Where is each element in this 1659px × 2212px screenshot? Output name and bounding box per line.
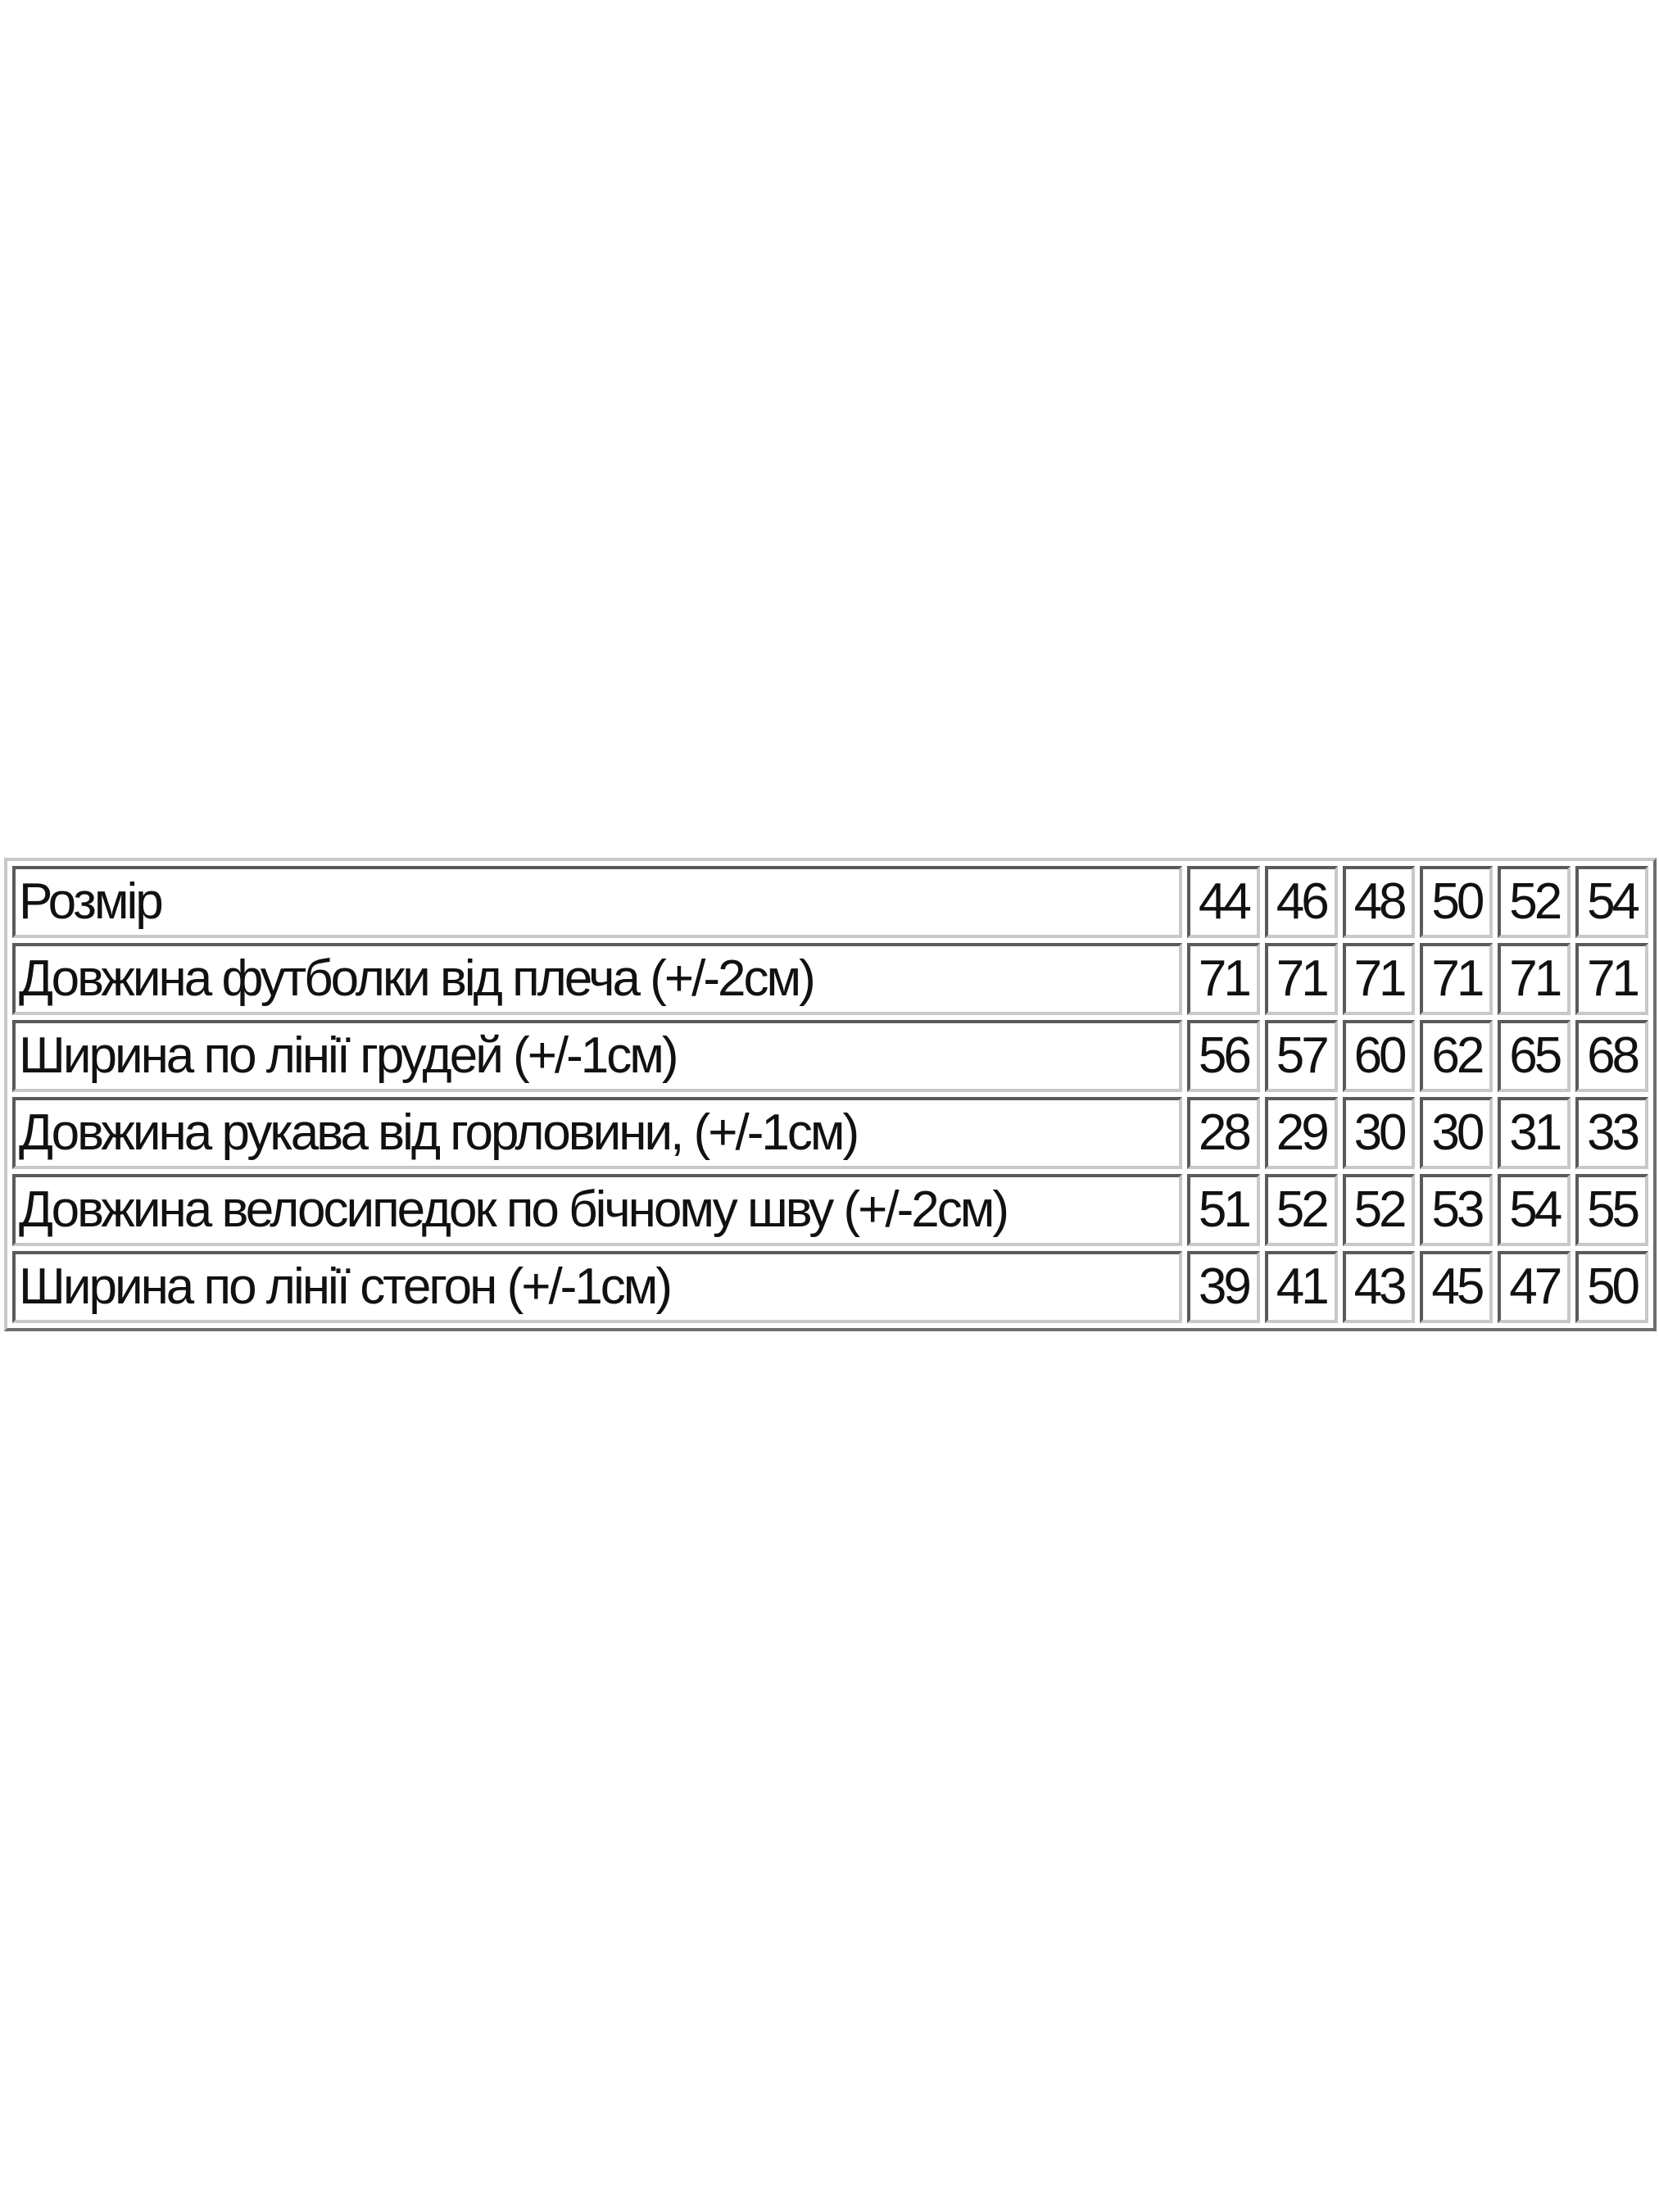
table-row: Ширина по лінії стегон (+/-1см) 39 41 43 45 4…	[12, 1251, 1648, 1323]
cell-value: 71	[1575, 943, 1648, 1015]
cell-value: 52	[1264, 1174, 1338, 1246]
cell-value: 56	[1187, 1020, 1260, 1092]
row-label: Ширина по лінії стегон (+/-1см)	[12, 1251, 1182, 1323]
row-label: Розмір	[12, 866, 1182, 938]
cell-value: 44	[1187, 866, 1260, 938]
cell-value: 60	[1342, 1020, 1416, 1092]
cell-value: 55	[1575, 1174, 1648, 1246]
cell-value: 50	[1420, 866, 1494, 938]
cell-value: 50	[1575, 1251, 1648, 1323]
cell-value: 39	[1187, 1251, 1260, 1323]
cell-value: 54	[1498, 1174, 1571, 1246]
cell-value: 46	[1264, 866, 1338, 938]
cell-value: 51	[1187, 1174, 1260, 1246]
cell-value: 71	[1420, 943, 1494, 1015]
cell-value: 62	[1420, 1020, 1494, 1092]
cell-value: 54	[1575, 866, 1648, 938]
row-label: Довжина рукава від горловини, (+/-1см)	[12, 1097, 1182, 1169]
table-row: Довжина рукава від горловини, (+/-1см) 28…	[12, 1097, 1648, 1169]
cell-value: 28	[1187, 1097, 1260, 1169]
table-row: Довжина футболки від плеча (+/-2см) 71 71 7…	[12, 943, 1648, 1015]
cell-value: 52	[1342, 1174, 1416, 1246]
cell-value: 29	[1264, 1097, 1338, 1169]
cell-value: 57	[1264, 1020, 1338, 1092]
cell-value: 30	[1420, 1097, 1494, 1169]
cell-value: 43	[1342, 1251, 1416, 1323]
cell-value: 71	[1264, 943, 1338, 1015]
size-table: Розмір 44 46 48 50 52 54 Довжина футболки від п…	[4, 858, 1657, 1331]
header-row: Розмір 44 46 48 50 52 54	[12, 866, 1648, 938]
row-label: Довжина велосипедок по бічному шву (+/-2…	[12, 1174, 1182, 1246]
table-row: Довжина велосипедок по бічному шву (+/-2…	[12, 1174, 1648, 1246]
cell-value: 31	[1498, 1097, 1571, 1169]
cell-value: 52	[1498, 866, 1571, 938]
cell-value: 30	[1342, 1097, 1416, 1169]
cell-value: 71	[1187, 943, 1260, 1015]
size-chart: Розмір 44 46 48 50 52 54 Довжина футболки від п…	[4, 858, 1657, 1331]
row-label: Ширина по лінії грудей (+/-1см)	[12, 1020, 1182, 1092]
cell-value: 47	[1498, 1251, 1571, 1323]
cell-value: 33	[1575, 1097, 1648, 1169]
cell-value: 65	[1498, 1020, 1571, 1092]
cell-value: 45	[1420, 1251, 1494, 1323]
cell-value: 53	[1420, 1174, 1494, 1246]
cell-value: 48	[1342, 866, 1416, 938]
cell-value: 41	[1264, 1251, 1338, 1323]
row-label: Довжина футболки від плеча (+/-2см)	[12, 943, 1182, 1015]
table-row: Ширина по лінії грудей (+/-1см) 56 57 60 62 6…	[12, 1020, 1648, 1092]
cell-value: 71	[1498, 943, 1571, 1015]
cell-value: 68	[1575, 1020, 1648, 1092]
cell-value: 71	[1342, 943, 1416, 1015]
